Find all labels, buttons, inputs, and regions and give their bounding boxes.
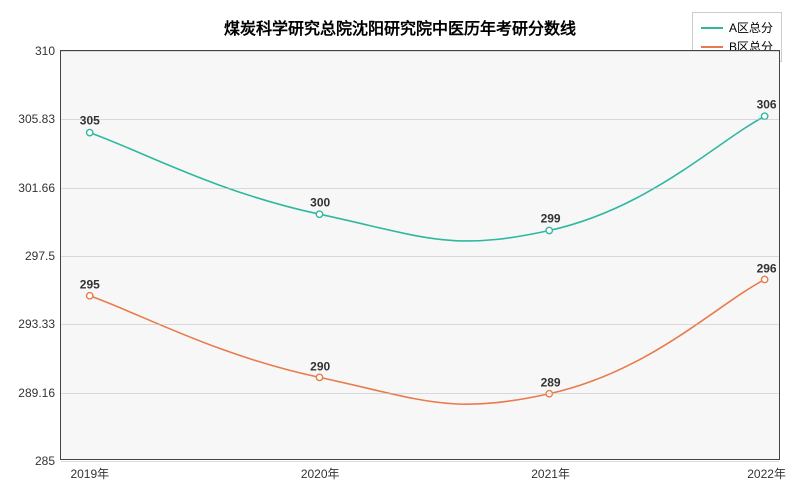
x-axis-label: 2021年 [531,459,570,482]
chart-title: 煤炭科学研究总院沈阳研究院中医历年考研分数线 [0,15,800,39]
x-axis-label: 2022年 [747,459,786,482]
legend-item: A区总分 [701,19,773,36]
grid-line [61,393,779,394]
legend-swatch [701,27,723,29]
y-axis-label: 297.5 [25,249,61,263]
chart-container: 煤炭科学研究总院沈阳研究院中医历年考研分数线 A区总分B区总分 285289.1… [0,0,800,500]
series-marker [316,374,322,380]
series-line [90,116,765,241]
y-axis-label: 310 [35,44,61,58]
y-axis-label: 285 [35,454,61,468]
legend-swatch [701,46,723,48]
grid-line [61,188,779,189]
y-axis-label: 305.83 [18,112,61,126]
x-axis-label: 2020年 [301,459,340,482]
grid-line [61,324,779,325]
y-axis-label: 293.33 [18,317,61,331]
plot-area: 285289.16293.33297.5301.66305.833102019年… [60,50,780,460]
grid-line [61,119,779,120]
series-marker [546,227,552,233]
series-marker [761,276,767,282]
series-marker [316,211,322,217]
y-axis-label: 301.66 [18,181,61,195]
series-marker [87,293,93,299]
grid-line [61,51,779,52]
series-line [90,279,765,404]
series-layer [61,51,779,459]
x-axis-label: 2019年 [70,459,109,482]
series-marker [87,129,93,135]
legend-label: A区总分 [729,19,773,36]
grid-line [61,256,779,257]
y-axis-label: 289.16 [18,386,61,400]
grid-line [61,461,779,462]
